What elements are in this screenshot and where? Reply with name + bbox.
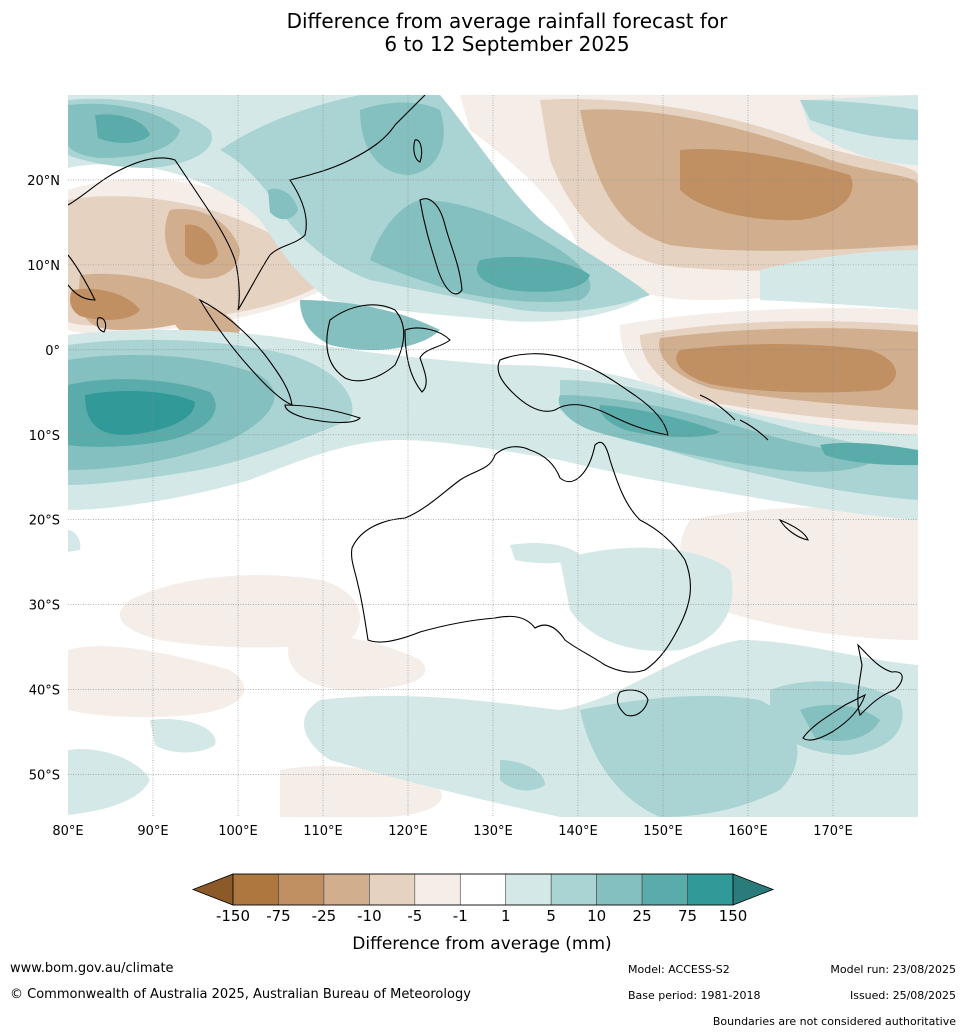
moderate-wet-region (500, 760, 545, 791)
colorbar-swatch (232, 873, 279, 906)
heavy-dry-core (680, 149, 853, 221)
colorbar-tick-label: 25 (633, 907, 652, 925)
new-guinea-coastline (497, 353, 669, 436)
colorbar: -150 -75 -25 -10 -5 -1 1 5 10 25 75 150 (191, 873, 775, 925)
colorbar-swatch (369, 873, 416, 906)
weak-wet-region (510, 543, 580, 564)
title-line-2: 6 to 12 September 2025 (384, 32, 630, 56)
longitude-tick-label: 170°E (813, 824, 853, 839)
colorbar-low-extend (191, 873, 234, 906)
weak-dry-region (288, 636, 426, 690)
heavy-dry-core (676, 344, 897, 393)
map-title: Difference from average rainfall forecas… (0, 10, 965, 56)
model-run-text: Model run: 23/08/2025 (830, 963, 956, 976)
coastlines (68, 95, 903, 741)
new-caledonia-coastline (778, 518, 809, 541)
colorbar-tick-label: 75 (678, 907, 697, 925)
colorbar-swatch (505, 873, 552, 906)
weak-dry-region (680, 507, 918, 640)
longitude-labels: 80°E 90°E 100°E 110°E 120°E 130°E 140°E 150°E 16… (52, 824, 852, 839)
wet-region-10-25 (268, 188, 298, 220)
colorbar-tick-label: -75 (266, 907, 291, 925)
tasmania-coastline (617, 689, 649, 717)
longitude-tick-label: 80°E (52, 824, 83, 839)
latitude-tick-label: 30°S (29, 599, 60, 614)
colorbar-swatch (414, 873, 461, 906)
colorbar-tick-label: -150 (216, 907, 250, 925)
colorbar-tick-label: 150 (719, 907, 748, 925)
issued-text: Issued: 25/08/2025 (849, 989, 956, 1002)
colorbar-high-extend (732, 873, 775, 906)
website-link[interactable]: www.bom.gov.au/climate (10, 961, 174, 976)
colorbar-title: Difference from average (mm) (352, 934, 611, 954)
wet-region-25-75 (95, 114, 150, 143)
title-line-1: Difference from average rainfall forecas… (286, 9, 728, 33)
sri-lanka-coastline (96, 317, 107, 333)
heavy-dry-core (185, 224, 218, 265)
weak-dry-region (68, 646, 245, 718)
weak-wet-region (68, 749, 150, 815)
colorbar-swatch (550, 873, 597, 906)
latitude-tick-label: 20°N (27, 174, 60, 189)
latitude-labels: 20°N 10°N 0° 10°S 20°S 30°S 40°S 50°S (27, 174, 60, 784)
sulawesi-coastline (404, 327, 451, 393)
colorbar-swatch (641, 873, 688, 906)
wet-region-10-25 (360, 102, 444, 175)
moderate-wet-region (800, 100, 918, 140)
model-text: Model: ACCESS-S2 (628, 963, 730, 976)
new-zealand-south-coastline (802, 693, 866, 741)
rainfall-anomaly-field (68, 95, 918, 817)
longitude-tick-label: 140°E (558, 824, 598, 839)
latitude-tick-label: 40°S (29, 684, 60, 699)
colorbar-tick-label: -25 (312, 907, 337, 925)
philippines-coastline (419, 198, 463, 295)
colorbar-outline (232, 873, 734, 906)
colorbar-tick-label: -5 (407, 907, 422, 925)
asia-mainland-coastline (68, 95, 426, 311)
weak-wet-region (150, 719, 216, 753)
latitude-tick-label: 0° (45, 344, 60, 359)
taiwan-coastline (413, 139, 423, 163)
base-period-text: Base period: 1981-2018 (628, 989, 761, 1002)
colorbar-swatch (323, 873, 370, 906)
disclaimer-text: Boundaries are not considered authoritat… (712, 1015, 956, 1028)
longitude-tick-label: 100°E (218, 824, 258, 839)
colorbar-tick-label: 5 (546, 907, 556, 925)
copyright-text: © Commonwealth of Australia 2025, Austra… (10, 987, 471, 1002)
wet-region-25-75 (820, 442, 918, 466)
colorbar-swatch (278, 873, 325, 906)
longitude-tick-label: 120°E (388, 824, 428, 839)
weak-dry-region (120, 575, 360, 648)
new-zealand-north-coastline (857, 643, 903, 717)
moderate-wet-region (580, 695, 798, 817)
latitude-tick-label: 10°N (27, 259, 60, 274)
latitude-tick-label: 50°S (29, 769, 60, 784)
wet-region-75-150 (85, 390, 195, 435)
latitude-tick-label: 20°S (29, 514, 60, 529)
latitude-tick-label: 10°S (29, 429, 60, 444)
colorbar-swatch (459, 873, 507, 906)
java-coastline (284, 404, 361, 424)
india-coastline (68, 254, 96, 301)
graticule (68, 95, 918, 817)
australia-coastline (351, 441, 691, 673)
longitude-tick-label: 150°E (643, 824, 683, 839)
heavy-dry-core (70, 288, 140, 320)
longitude-tick-label: 160°E (728, 824, 768, 839)
colorbar-tick-label: -10 (357, 907, 382, 925)
colorbar-swatch (687, 873, 734, 906)
colorbar-swatch (596, 873, 643, 906)
wet-region-25-75 (599, 405, 720, 438)
longitude-tick-label: 130°E (473, 824, 513, 839)
colorbar-tick-label: 1 (501, 907, 511, 925)
colorbar-tick-label: 10 (587, 907, 606, 925)
weak-wet-region (68, 530, 81, 552)
colorbar-tick-label: -1 (453, 907, 468, 925)
longitude-tick-label: 90°E (137, 824, 168, 839)
borneo-coastline (326, 304, 405, 382)
longitude-tick-label: 110°E (303, 824, 343, 839)
solomon-islands-coastline (699, 394, 769, 441)
rainfall-map: 80°E 90°E 100°E 110°E 120°E 130°E 140°E 150°E 16… (27, 95, 918, 954)
wet-region-25-75 (476, 256, 590, 292)
